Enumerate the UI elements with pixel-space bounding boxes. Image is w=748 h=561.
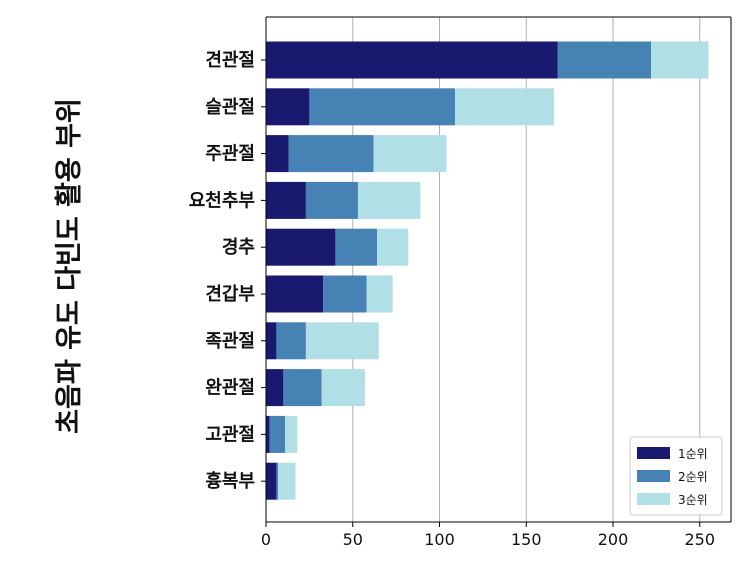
bar-족관절-1순위 <box>266 322 277 360</box>
y-tick-label: 경추 <box>222 237 255 258</box>
y-tick-label: 완관절 <box>205 378 255 399</box>
legend-label: 3순위 <box>678 493 708 507</box>
x-tick-label: 100 <box>424 530 455 549</box>
y-tick-label: 주관절 <box>205 144 255 165</box>
bar-흉복부-1순위 <box>266 462 277 500</box>
bar-경추-2순위 <box>335 228 378 266</box>
bar-요천추부-1순위 <box>266 181 306 219</box>
y-tick-label: 흉복부 <box>205 470 255 492</box>
y-tick-label: 고관절 <box>205 424 255 445</box>
x-tick-label: 200 <box>598 530 629 549</box>
bar-흉복부-2순위 <box>276 462 279 500</box>
y-axis-title: 초음파 유도 다빈도 활용 부위 <box>54 98 85 434</box>
bar-고관절-3순위 <box>285 415 298 453</box>
x-tick-labels: 0 50 100 150 200 250 <box>261 522 715 549</box>
bar-경추-1순위 <box>266 228 336 266</box>
bar-견관절-2순위 <box>557 41 652 79</box>
bar-족관절-2순위 <box>276 322 306 360</box>
bar-고관절-1순위 <box>266 415 270 453</box>
bar-견갑부-1순위 <box>266 275 324 313</box>
bar-족관절-3순위 <box>305 322 379 360</box>
bar-경추-3순위 <box>377 228 409 266</box>
x-tick-label: 0 <box>261 530 271 549</box>
bar-완관절-1순위 <box>266 369 284 407</box>
bar-요천추부-2순위 <box>305 181 358 219</box>
y-tick-label: 견관절 <box>205 50 255 71</box>
y-tick-label: 견갑부 <box>205 284 255 305</box>
bar-주관절-2순위 <box>288 135 374 173</box>
legend-swatch <box>637 470 670 482</box>
x-tick-label: 50 <box>343 530 363 549</box>
bar-견관절-1순위 <box>266 41 558 79</box>
bar-고관절-2순위 <box>269 415 286 453</box>
bar-견관절-3순위 <box>651 41 709 79</box>
bar-견갑부-2순위 <box>323 275 367 313</box>
bar-완관절-3순위 <box>321 369 365 407</box>
bar-주관절-3순위 <box>373 135 447 173</box>
legend-swatch <box>637 493 670 505</box>
bars <box>266 41 709 500</box>
bar-주관절-1순위 <box>266 135 289 173</box>
legend-label: 2순위 <box>678 470 708 484</box>
y-tick-label: 슬관절 <box>205 97 255 118</box>
y-tick-label: 족관절 <box>205 331 255 352</box>
bar-슬관절-2순위 <box>309 88 456 126</box>
bar-요천추부-3순위 <box>357 181 421 219</box>
bar-슬관절-3순위 <box>455 88 555 126</box>
x-tick-label: 150 <box>511 530 542 549</box>
y-tick-label: 요천추부 <box>189 190 255 211</box>
bar-완관절-2순위 <box>283 369 322 407</box>
bar-슬관절-1순위 <box>266 88 310 126</box>
legend-swatch <box>637 447 670 459</box>
legend: 1순위 2순위 3순위 <box>629 436 723 516</box>
bar-견갑부-3순위 <box>366 275 393 313</box>
bar-흉복부-3순위 <box>278 462 296 500</box>
x-tick-label: 250 <box>684 530 715 549</box>
legend-label: 1순위 <box>678 447 708 461</box>
